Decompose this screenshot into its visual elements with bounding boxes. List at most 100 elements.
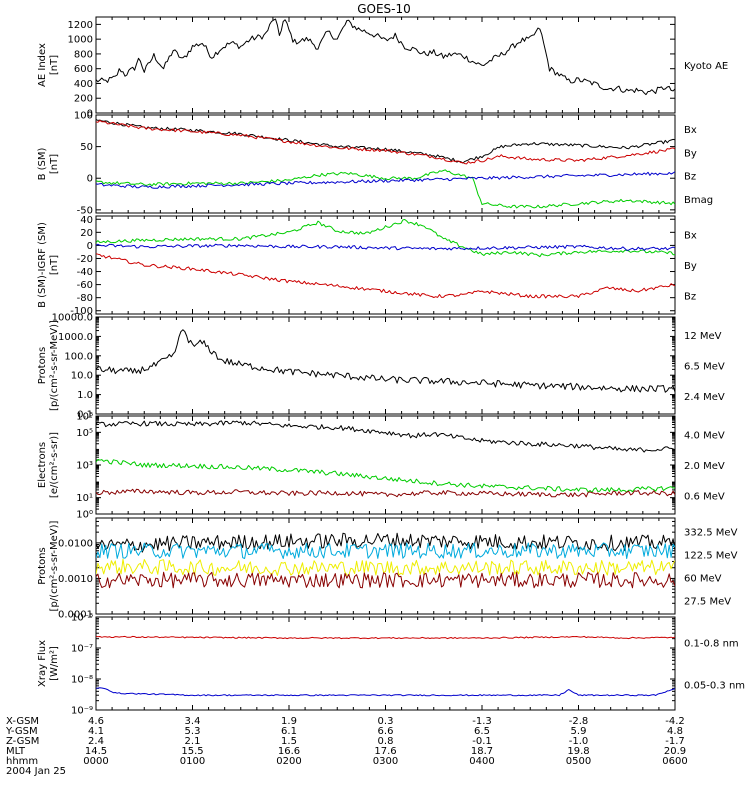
x-row-value: 4.1 bbox=[88, 726, 104, 737]
y-tick-label: 400 bbox=[74, 79, 93, 90]
x-row-label: MLT bbox=[6, 746, 26, 757]
y-tick-label: 1000 bbox=[68, 35, 93, 46]
date-label: 2004 Jan 25 bbox=[6, 766, 66, 777]
series-kyoto-ae bbox=[96, 18, 675, 96]
x-row-label: Y-GSM bbox=[5, 726, 38, 737]
x-row-value: 2.4 bbox=[88, 736, 104, 747]
x-axis-rows: X-GSM 4.6 3.4 1.9 0.3 -1.3 -2.8 -4.2 Y-GSM 4.1 5.3… bbox=[5, 716, 688, 767]
series-by bbox=[96, 169, 675, 209]
panel-frame bbox=[95, 16, 676, 114]
y-tick-label: 0 bbox=[87, 241, 93, 252]
legend-entry: 122.5 MeV bbox=[684, 551, 738, 562]
y-axis-label: [p/(cm²-s-sr-MeV)] bbox=[49, 320, 60, 411]
y-tick-label: 10¹ bbox=[76, 493, 93, 504]
x-row-value: 17.6 bbox=[374, 746, 396, 757]
legend-entry: By bbox=[684, 261, 697, 272]
y-tick-label: 800 bbox=[74, 49, 93, 60]
x-row-value: 3.4 bbox=[185, 716, 201, 727]
y-axis-label: AE Index bbox=[37, 43, 48, 87]
panel-frame bbox=[95, 114, 676, 214]
x-row-value: 0500 bbox=[566, 756, 591, 767]
x-row-value: 6.6 bbox=[378, 726, 394, 737]
y-tick-label: 10000.0 bbox=[52, 313, 93, 324]
x-row-value: 18.7 bbox=[471, 746, 493, 757]
y-tick-label: 600 bbox=[74, 64, 93, 75]
series-bx bbox=[96, 171, 675, 189]
legend-entry: Bz bbox=[684, 292, 696, 303]
legend-entry: 60 MeV bbox=[684, 573, 722, 584]
x-row-value: 0.8 bbox=[378, 736, 394, 747]
y-tick-label: 0.0100 bbox=[58, 538, 93, 549]
y-axis-label: [nT] bbox=[49, 154, 60, 174]
legend-entry: 4.0 MeV bbox=[684, 430, 725, 441]
panel-frame bbox=[95, 517, 676, 615]
x-row-value: 0100 bbox=[180, 756, 205, 767]
y-tick-label: 10⁶ bbox=[76, 412, 93, 423]
legend-entry: Bx bbox=[684, 125, 697, 136]
x-row-value: -2.8 bbox=[569, 716, 589, 727]
y-axis-label: [e/(cm²-s-sr)] bbox=[49, 432, 60, 498]
y-tick-label: 0 bbox=[87, 109, 93, 120]
x-row-value: 6.1 bbox=[281, 726, 297, 737]
y-tick-label: -50 bbox=[77, 205, 93, 216]
x-row-value: 2.1 bbox=[185, 736, 201, 747]
series-4-0-mev bbox=[96, 488, 675, 498]
x-row-value: 0300 bbox=[373, 756, 398, 767]
legend-entry: Bmag bbox=[684, 195, 713, 206]
y-tick-label: -20 bbox=[77, 254, 93, 265]
x-row-value: 0400 bbox=[469, 756, 494, 767]
series-2-4-mev bbox=[96, 329, 675, 393]
y-tick-label: 1.0 bbox=[77, 390, 93, 401]
y-tick-label: -80 bbox=[77, 293, 93, 304]
series-0-05-0-3-nm bbox=[96, 687, 675, 697]
x-row-value: 16.6 bbox=[278, 746, 300, 757]
y-tick-label: 10⁵ bbox=[76, 428, 93, 439]
x-row-value: 5.3 bbox=[185, 726, 201, 737]
x-row-value: 19.8 bbox=[567, 746, 589, 757]
y-tick-label: 10⁰ bbox=[76, 510, 93, 521]
x-row-value: 20.9 bbox=[664, 746, 686, 757]
panel-6: 0.0001 0.0010 0.0100 Protons [p/(cm²-s-sr-Me… bbox=[37, 517, 738, 621]
x-row-value: 0000 bbox=[83, 756, 108, 767]
x-row-value: 0600 bbox=[662, 756, 687, 767]
series-0-1-0-8-nm bbox=[96, 635, 675, 640]
legend-entry: 27.5 MeV bbox=[684, 596, 731, 607]
x-row-value: 1.5 bbox=[281, 736, 297, 747]
y-tick-label: 100 bbox=[74, 111, 93, 122]
y-tick-label: 10⁻⁶ bbox=[71, 613, 93, 624]
panel-5: 10⁰ 10¹ 10³ 10⁵ 10⁶ Electrons [e/(cm²-s-sr)] 4.… bbox=[37, 412, 725, 521]
series-2-0-mev bbox=[96, 458, 675, 493]
y-tick-label: 10.0 bbox=[71, 371, 93, 382]
y-tick-label: -60 bbox=[77, 280, 93, 291]
y-axis-label: [p/(cm²-s-sr-MeV)] bbox=[49, 520, 60, 611]
x-row-value: 4.6 bbox=[88, 716, 104, 727]
y-tick-label: 40 bbox=[80, 215, 93, 226]
series-bmag bbox=[96, 119, 675, 164]
legend-entry: 0.6 MeV bbox=[684, 492, 725, 503]
series-0-6-mev bbox=[96, 420, 675, 453]
panel-3: -100 -80 -60 -40 -20 0 20 40 B (SM)-IGRF (SM) [nT… bbox=[37, 215, 697, 317]
legend-entry: Bx bbox=[684, 230, 697, 241]
x-row-label: hhmm bbox=[6, 756, 38, 767]
chart-title: GOES-10 bbox=[357, 2, 411, 16]
series-60-mev bbox=[96, 542, 675, 559]
legend-entry: 2.0 MeV bbox=[684, 461, 725, 472]
y-tick-label: 200 bbox=[74, 94, 93, 105]
y-tick-label: 20 bbox=[80, 228, 93, 239]
legend-entry: 6.5 MeV bbox=[684, 362, 725, 373]
x-row-value: -1.0 bbox=[569, 736, 589, 747]
y-tick-label: 50 bbox=[80, 142, 93, 153]
y-tick-label: 10³ bbox=[76, 461, 93, 472]
panel-4: 0.1 1.0 10.0 100.0 1000.0 10000.0 Protons [p/(c… bbox=[37, 313, 725, 421]
legend-entry: Bz bbox=[684, 172, 696, 183]
legend-entry: Kyoto AE bbox=[684, 61, 728, 72]
legend-entry: 0.05-0.3 nm bbox=[684, 681, 745, 692]
x-row-value: 14.5 bbox=[85, 746, 107, 757]
x-row-value: -1.3 bbox=[472, 716, 492, 727]
panel-2: -50 0 50 100 B (SM) [nT] Bx By Bz Bmag bbox=[37, 111, 713, 217]
y-axis-label: [nT] bbox=[49, 255, 60, 275]
y-tick-label: 0 bbox=[87, 174, 93, 185]
series-bz bbox=[96, 119, 675, 165]
